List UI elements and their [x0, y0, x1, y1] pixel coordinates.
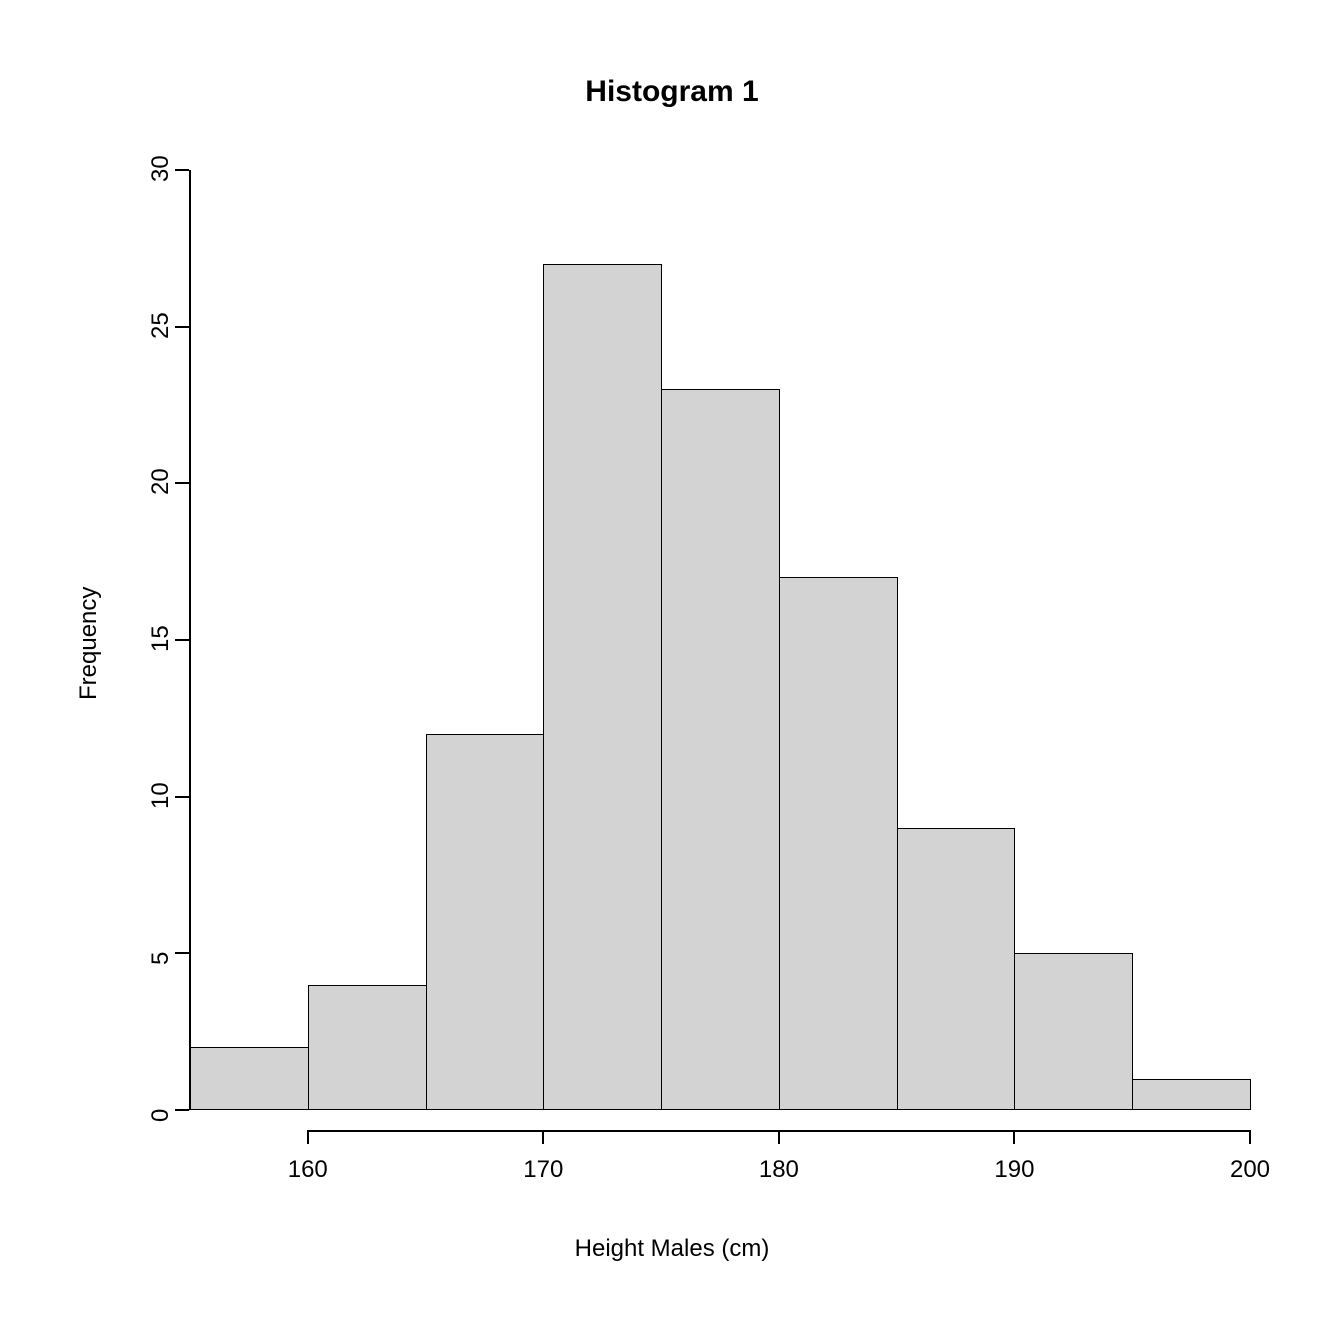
y-tick-label: 0	[147, 1109, 175, 1122]
y-tick	[175, 482, 189, 484]
histogram-bar	[426, 734, 545, 1110]
histogram-bar	[190, 1047, 309, 1110]
y-tick-label: 10	[147, 782, 175, 809]
y-tick	[175, 796, 189, 798]
y-tick	[175, 1109, 189, 1111]
y-tick	[175, 326, 189, 328]
y-axis-line	[189, 170, 191, 1110]
y-tick-label: 25	[147, 312, 175, 339]
histogram-bar	[779, 577, 898, 1110]
x-tick	[307, 1130, 309, 1144]
x-tick-label: 200	[1210, 1156, 1290, 1184]
histogram-bar	[308, 985, 427, 1110]
x-tick-label: 170	[503, 1156, 583, 1184]
y-tick	[175, 952, 189, 954]
y-axis-label: Frequency	[75, 587, 103, 700]
y-tick	[175, 639, 189, 641]
y-tick-label: 15	[147, 625, 175, 652]
y-tick-label: 20	[147, 469, 175, 496]
histogram-bar	[1132, 1079, 1251, 1110]
plot-area: 051015202530160170180190200	[190, 170, 1250, 1110]
x-tick	[542, 1130, 544, 1144]
histogram-bar	[543, 264, 662, 1110]
y-tick-label: 5	[147, 952, 175, 965]
x-tick-label: 160	[268, 1156, 348, 1184]
chart-title: Histogram 1	[0, 75, 1344, 109]
y-tick-label: 30	[147, 155, 175, 182]
x-tick-label: 180	[739, 1156, 819, 1184]
histogram-chart: Histogram 1 Frequency Height Males (cm) …	[0, 0, 1344, 1344]
x-tick	[1249, 1130, 1251, 1144]
x-tick	[1013, 1130, 1015, 1144]
histogram-bar	[1014, 953, 1133, 1110]
histogram-bar	[897, 828, 1016, 1110]
x-tick-label: 190	[974, 1156, 1054, 1184]
x-axis-label: Height Males (cm)	[0, 1235, 1344, 1263]
x-tick	[778, 1130, 780, 1144]
y-tick	[175, 169, 189, 171]
histogram-bar	[661, 389, 780, 1110]
